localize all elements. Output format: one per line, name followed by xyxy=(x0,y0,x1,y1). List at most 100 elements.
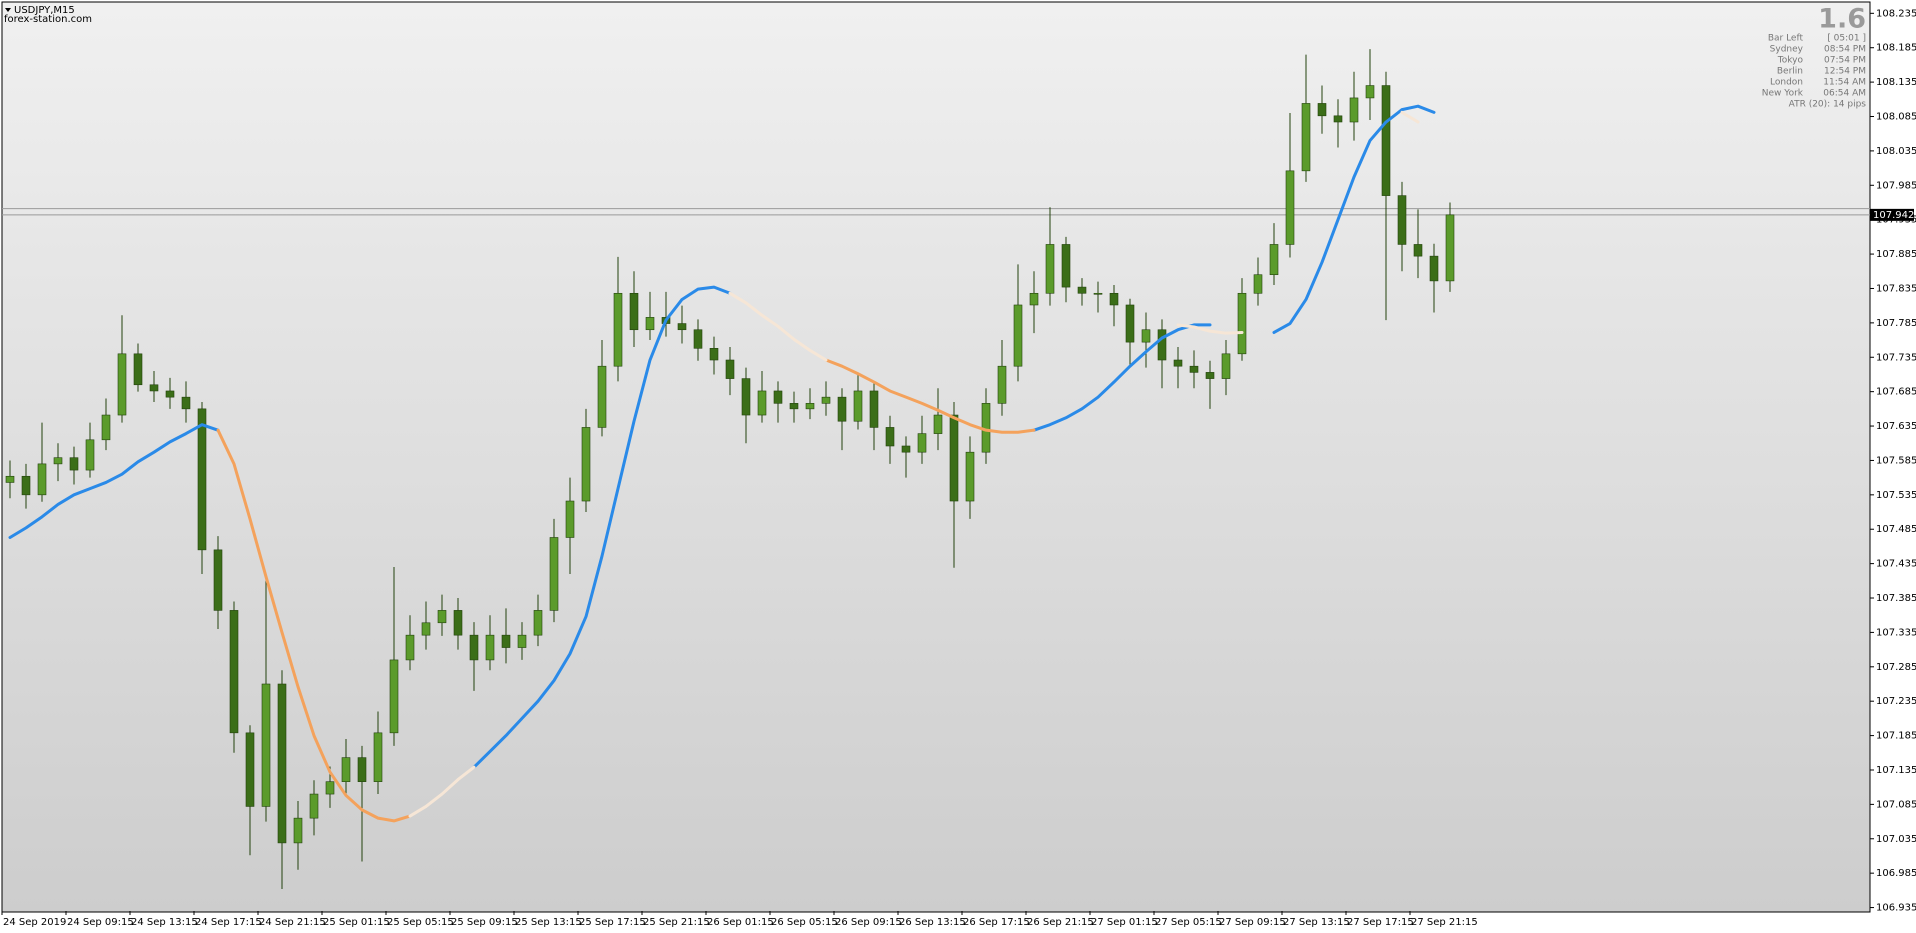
candle-body xyxy=(1237,292,1247,355)
candle-body xyxy=(229,610,239,734)
y-tick-label: 108.035 xyxy=(1876,146,1916,157)
candle-body xyxy=(933,414,943,434)
info-label: New York xyxy=(1762,89,1804,99)
candle-body xyxy=(261,683,271,807)
candle-body xyxy=(949,414,959,502)
candle-body xyxy=(133,353,143,386)
info-value: 11:54 AM xyxy=(1823,78,1866,88)
candle-body xyxy=(773,390,783,404)
candle-body xyxy=(469,634,479,661)
y-tick-label: 106.935 xyxy=(1876,903,1916,914)
candle-body xyxy=(1173,359,1183,367)
candle-body xyxy=(405,634,415,661)
candle-body xyxy=(1413,244,1423,257)
info-value: 06:54 AM xyxy=(1823,89,1866,99)
x-tick-label: 24 Sep 17:15 xyxy=(195,917,262,928)
x-tick-label: 27 Sep 05:15 xyxy=(1155,917,1222,928)
ma-line xyxy=(1272,104,1436,334)
price-label-box xyxy=(1870,208,1914,221)
candle-body xyxy=(901,445,911,453)
x-tick-label: 27 Sep 21:15 xyxy=(1411,917,1478,928)
y-tick-label: 107.535 xyxy=(1876,490,1916,501)
menu-arrow[interactable] xyxy=(5,8,11,12)
candle-body xyxy=(629,292,639,331)
ma-line xyxy=(8,423,220,539)
y-tick-label: 108.085 xyxy=(1876,112,1916,123)
ma-line xyxy=(1032,323,1212,432)
candle-body xyxy=(709,348,719,361)
candle-body xyxy=(965,451,975,502)
candle-body xyxy=(357,757,367,782)
candle-body xyxy=(1221,353,1231,379)
candle-body xyxy=(197,408,207,551)
candle-body xyxy=(1365,85,1375,99)
x-tick-label: 24 Sep 09:15 xyxy=(67,917,134,928)
candle-body xyxy=(1189,365,1199,373)
candle-body xyxy=(1381,85,1391,196)
info-value: [ 05:01 ] xyxy=(1827,34,1866,44)
y-tick-label: 107.185 xyxy=(1876,731,1916,742)
candle-body xyxy=(1285,170,1295,245)
x-tick-label: 25 Sep 17:15 xyxy=(579,917,646,928)
candle-body xyxy=(581,427,591,502)
candle-body xyxy=(37,463,47,496)
candle-body xyxy=(69,457,79,471)
y-tick-label: 107.835 xyxy=(1876,283,1916,294)
candle-body xyxy=(917,433,927,453)
y-tick-label: 107.735 xyxy=(1876,352,1916,363)
ma-line xyxy=(728,291,828,362)
info-label: Sydney xyxy=(1770,45,1804,55)
candle-body xyxy=(1125,304,1135,343)
y-tick-label: 107.485 xyxy=(1876,524,1916,535)
candle-body xyxy=(53,457,63,465)
x-tick-label: 26 Sep 01:15 xyxy=(707,917,774,928)
x-tick-label: 25 Sep 13:15 xyxy=(515,917,582,928)
ma-line xyxy=(1176,323,1244,335)
candle-body xyxy=(1093,292,1103,295)
y-tick-label: 106.985 xyxy=(1876,868,1916,879)
candle-body xyxy=(565,500,575,538)
x-tick-label: 25 Sep 05:15 xyxy=(387,917,454,928)
candle-body xyxy=(1029,292,1039,306)
price-label: 107.942 xyxy=(1873,210,1914,221)
x-tick-label: 27 Sep 09:15 xyxy=(1219,917,1286,928)
candle-body xyxy=(149,384,159,392)
info-value: 08:54 PM xyxy=(1824,45,1866,55)
candle-body xyxy=(1397,195,1407,245)
candle-body xyxy=(597,365,607,428)
info-value: 1.6 xyxy=(1818,4,1866,35)
y-tick-label: 107.635 xyxy=(1876,421,1916,432)
candle-body xyxy=(885,427,895,447)
x-tick-label: 26 Sep 21:15 xyxy=(1027,917,1094,928)
candle-body xyxy=(1109,292,1119,306)
y-tick-label: 107.285 xyxy=(1876,662,1916,673)
y-tick-label: 107.885 xyxy=(1876,249,1916,260)
y-tick-label: 107.585 xyxy=(1876,455,1916,466)
y-tick-label: 108.185 xyxy=(1876,43,1916,54)
candle-body xyxy=(181,396,191,410)
y-tick-label: 108.235 xyxy=(1876,8,1916,19)
candle-body xyxy=(5,475,15,483)
x-tick-label: 24 Sep 13:15 xyxy=(131,917,198,928)
candle-body xyxy=(373,732,383,782)
candle-body xyxy=(101,414,111,441)
x-tick-label: 26 Sep 13:15 xyxy=(899,917,966,928)
info-label: London xyxy=(1770,78,1803,88)
x-tick-label: 27 Sep 13:15 xyxy=(1283,917,1350,928)
y-tick-label: 108.135 xyxy=(1876,77,1916,88)
candle-body xyxy=(213,549,223,611)
candle-body xyxy=(869,390,879,428)
ma-line xyxy=(472,285,732,769)
candle-body xyxy=(837,396,847,422)
candle-body xyxy=(1333,115,1343,123)
candle-body xyxy=(1445,214,1455,282)
y-tick-label: 107.135 xyxy=(1876,765,1916,776)
y-tick-label: 107.985 xyxy=(1876,180,1916,191)
x-tick-label: 26 Sep 17:15 xyxy=(963,917,1030,928)
y-tick-label: 107.085 xyxy=(1876,799,1916,810)
candle-body xyxy=(757,390,767,416)
y-tick-label: 107.385 xyxy=(1876,593,1916,604)
symbol-label: USDJPY,M15 xyxy=(14,5,75,16)
x-tick-label: 26 Sep 09:15 xyxy=(835,917,902,928)
info-footer: ATR (20): 14 pips xyxy=(1789,100,1867,110)
